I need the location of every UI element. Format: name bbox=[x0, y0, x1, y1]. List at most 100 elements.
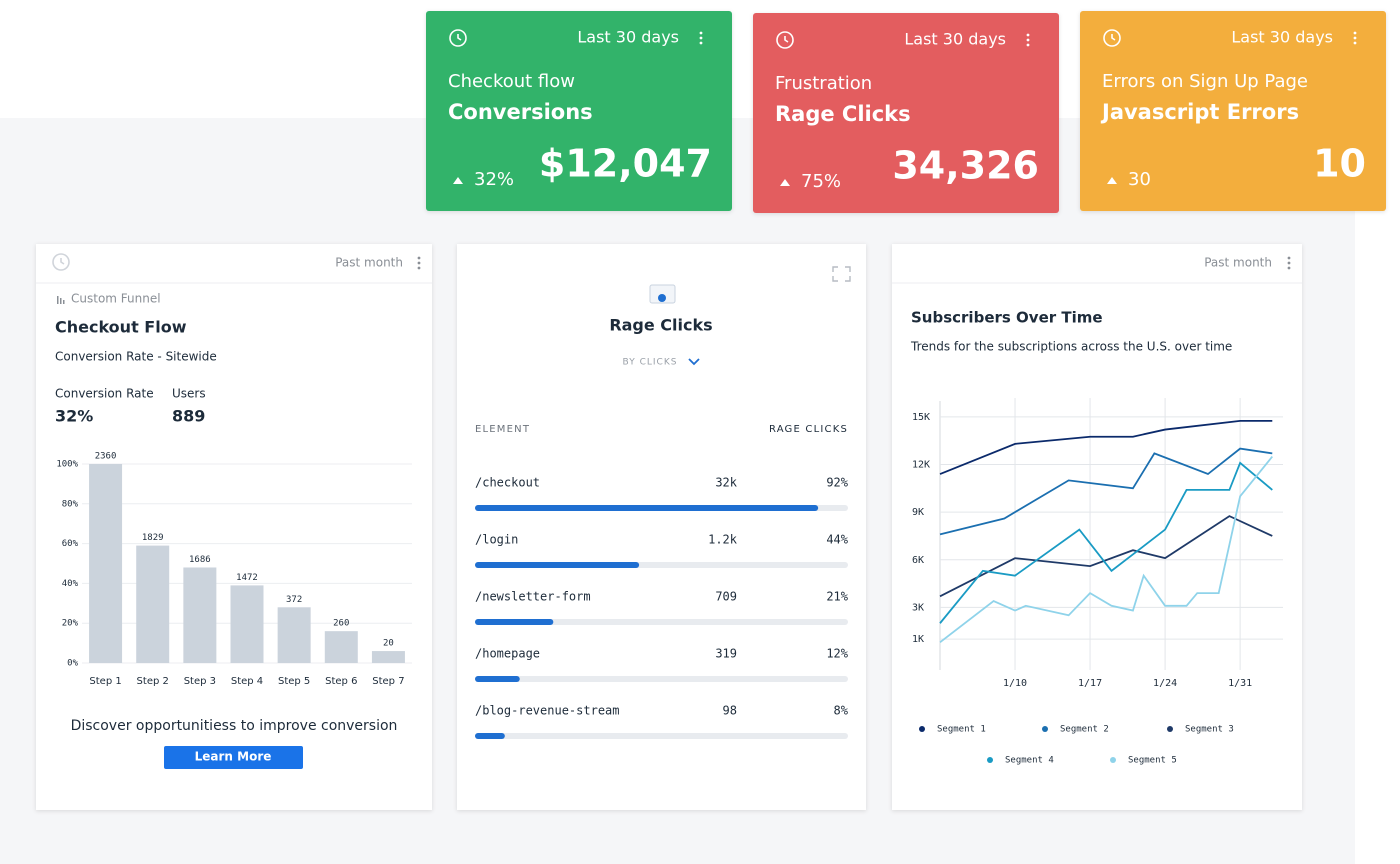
element-name: /newsletter-form bbox=[475, 590, 591, 604]
share-bar bbox=[475, 676, 520, 682]
legend-label: Segment 1 bbox=[937, 725, 986, 735]
element-name: /checkout bbox=[475, 476, 540, 490]
menu-dot bbox=[699, 36, 703, 40]
learn-more-button[interactable] bbox=[164, 746, 303, 769]
menu-dot bbox=[417, 266, 421, 270]
y-tick-label: 12K bbox=[912, 460, 930, 471]
share-bar bbox=[475, 505, 819, 511]
click-count: 319 bbox=[715, 647, 737, 661]
bar bbox=[230, 585, 264, 663]
sort-label[interactable]: BY CLICKS bbox=[623, 358, 678, 368]
cta-text: Discover opportunitiess to improve conve… bbox=[71, 718, 398, 734]
kpi-period: Last 30 days bbox=[904, 30, 1006, 49]
trend-up-icon bbox=[780, 179, 790, 186]
kpi-period: Last 30 days bbox=[577, 28, 679, 47]
share-label: 8% bbox=[834, 704, 849, 718]
kpi-category: Errors on Sign Up Page bbox=[1102, 71, 1308, 92]
bar bbox=[324, 631, 358, 663]
stat-value: 889 bbox=[172, 407, 205, 426]
click-count: 98 bbox=[723, 704, 737, 718]
kpi-value: $12,047 bbox=[539, 142, 712, 186]
y-tick-label: 15K bbox=[912, 412, 930, 423]
learn-more-label[interactable]: Learn More bbox=[195, 750, 272, 764]
y-tick-label: 20% bbox=[62, 619, 79, 629]
rage-title: Rage Clicks bbox=[609, 316, 712, 335]
funnel-title: Checkout Flow bbox=[55, 318, 187, 337]
series-line bbox=[939, 419, 1273, 475]
x-tick-label: 1/10 bbox=[1003, 678, 1027, 689]
x-tick-label: Step 5 bbox=[278, 676, 310, 687]
y-tick-label: 3K bbox=[912, 602, 924, 613]
funnel-label: Custom Funnel bbox=[71, 292, 161, 306]
legend-label: Segment 4 bbox=[1005, 756, 1054, 766]
kpi-card bbox=[1080, 11, 1386, 211]
click-count: 1.2k bbox=[708, 533, 738, 547]
legend-swatch bbox=[1167, 726, 1173, 732]
menu-dot bbox=[1353, 31, 1357, 35]
x-tick-label: Step 6 bbox=[325, 676, 357, 687]
clock-icon bbox=[776, 31, 794, 49]
kpi-title: Javascript Errors bbox=[1100, 100, 1299, 124]
menu-dot bbox=[1353, 41, 1357, 45]
legend-swatch bbox=[1110, 757, 1116, 763]
series-line bbox=[939, 447, 1273, 536]
bar-label: 1686 bbox=[189, 555, 211, 565]
bar-label: 1829 bbox=[142, 533, 164, 543]
clock-icon bbox=[449, 29, 467, 47]
y-tick-label: 0% bbox=[67, 659, 78, 669]
chart-subtitle: Trends for the subscriptions across the … bbox=[910, 340, 1232, 354]
bar-label: 372 bbox=[286, 595, 302, 605]
bar-track bbox=[475, 733, 848, 739]
y-tick-label: 100% bbox=[56, 460, 78, 470]
x-tick-label: 1/17 bbox=[1078, 678, 1102, 689]
menu-dot bbox=[699, 31, 703, 35]
clock-icon bbox=[1103, 29, 1121, 47]
clock-hand bbox=[60, 258, 65, 265]
menu-dot bbox=[417, 261, 421, 265]
menu-dot bbox=[1287, 261, 1291, 265]
card bbox=[457, 244, 866, 810]
share-label: 44% bbox=[826, 533, 848, 547]
y-tick-label: 80% bbox=[62, 499, 79, 509]
stat-label: Users bbox=[172, 387, 206, 401]
menu-dot bbox=[417, 256, 421, 260]
stat-label: Conversion Rate bbox=[55, 387, 154, 401]
kpi-category: Frustration bbox=[775, 73, 872, 94]
bar-label: 2360 bbox=[95, 452, 117, 462]
bar-track bbox=[475, 676, 848, 682]
kpi-title: Rage Clicks bbox=[775, 102, 911, 126]
y-tick-label: 9K bbox=[912, 507, 924, 518]
funnel-icon bbox=[57, 296, 59, 304]
share-bar bbox=[475, 562, 640, 568]
clock-hand bbox=[784, 36, 789, 43]
kpi-title: Conversions bbox=[448, 100, 593, 124]
share-label: 21% bbox=[826, 590, 848, 604]
bar-track bbox=[475, 619, 848, 625]
page-icon-face bbox=[658, 294, 666, 302]
menu-dot bbox=[1026, 33, 1030, 37]
column-header: ELEMENT bbox=[475, 424, 530, 435]
y-tick-label: 40% bbox=[62, 579, 79, 589]
click-count: 709 bbox=[715, 590, 737, 604]
bar-label: 20 bbox=[383, 639, 394, 649]
click-count: 32k bbox=[715, 476, 737, 490]
expand-icon[interactable] bbox=[832, 266, 851, 282]
y-tick-label: 1K bbox=[912, 634, 924, 645]
bar-label: 1472 bbox=[236, 573, 258, 583]
stat-value: 32% bbox=[55, 407, 93, 426]
clock-icon bbox=[52, 253, 70, 271]
share-bar bbox=[475, 733, 505, 739]
y-tick-label: 60% bbox=[62, 539, 79, 549]
chevron-down[interactable] bbox=[688, 358, 700, 366]
funnel-icon bbox=[60, 298, 62, 304]
x-tick-label: Step 1 bbox=[89, 676, 121, 687]
kpi-card bbox=[753, 13, 1059, 213]
x-tick-label: 1/31 bbox=[1228, 678, 1252, 689]
menu-dot bbox=[1287, 266, 1291, 270]
legend-label: Segment 5 bbox=[1128, 756, 1177, 766]
kpi-change: 30 bbox=[1128, 169, 1151, 190]
bar bbox=[183, 567, 217, 663]
menu-dot bbox=[1026, 43, 1030, 47]
bar bbox=[371, 651, 405, 663]
